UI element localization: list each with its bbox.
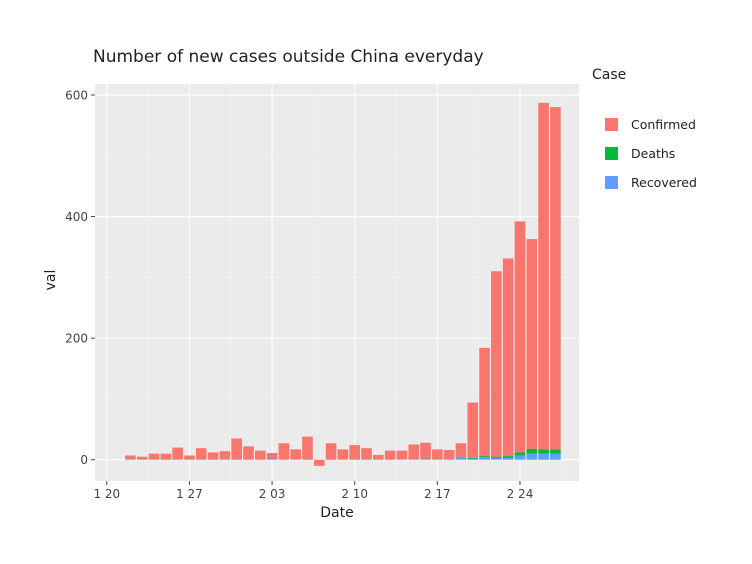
bar-confirmed-2020-02-23 [502,258,514,457]
bar-confirmed-2020-02-11 [361,448,372,460]
x-axis-title: Date [320,505,353,521]
bar-recovered-2020-02-22 [491,457,502,460]
legend-label-recovered: Recovered [631,175,697,190]
x-tick-label: 2 24 [507,487,534,501]
legend-label-confirmed: Confirmed [631,117,696,132]
bar-recovered-2020-02-20 [467,458,479,460]
bar-confirmed-2020-01-25 [160,453,172,460]
legend-key-confirmed [605,118,618,131]
x-tick-label: 2 03 [259,487,286,501]
bar-confirmed-2020-02-25 [526,239,538,449]
bar-confirmed-2020-02-06 [302,436,313,460]
bar-confirmed-2020-02-03 [266,453,278,459]
bar-recovered-2020-02-24 [514,455,526,460]
bar-recovered-2020-02-14 [396,459,408,460]
bar-confirmed-2020-01-26 [172,447,183,460]
legend-title: Case [592,67,626,83]
bar-confirmed-2020-02-07 [313,459,325,466]
x-tick-label: 2 17 [424,487,451,501]
bar-confirmed-2020-02-01 [243,446,254,460]
legend: Case Confirmed Deaths Recovered [592,67,697,190]
y-tick-label: 200 [65,332,88,346]
bar-recovered-2020-02-03 [266,458,278,460]
bar-deaths-2020-02-20 [467,457,479,459]
legend-key-recovered [605,176,618,189]
bar-confirmed-2020-02-04 [278,443,290,460]
plot-area: 0 200 400 600 1 20 1 27 2 03 2 10 2 17 2 24 [65,84,579,501]
bar-confirmed-2020-02-12 [373,454,384,460]
bar-confirmed-2020-02-10 [349,445,361,460]
bar-deaths-2020-02-22 [491,456,502,458]
y-tick-label: 400 [65,210,88,224]
bar-recovered-2020-02-16 [420,458,431,460]
x-tick-label: 1 27 [176,487,203,501]
bar-confirmed-2020-02-20 [467,402,479,458]
bar-confirmed-2020-02-09 [337,449,349,460]
bar-recovered-2020-02-25 [526,453,538,460]
bar-recovered-2020-02-23 [502,457,514,460]
bar-confirmed-2020-01-28 [195,448,207,460]
bar-confirmed-2020-02-17 [432,449,443,460]
bar-confirmed-2020-01-29 [207,452,219,460]
bar-confirmed-2020-01-27 [184,455,195,460]
x-tick-label: 2 10 [341,487,368,501]
bar-recovered-2020-02-26 [538,453,549,460]
bar-confirmed-2020-02-13 [384,450,396,460]
bar-recovered-2020-02-05 [290,459,301,460]
bar-confirmed-2020-01-23 [136,456,148,460]
bar-deaths-2020-02-19 [455,456,467,458]
bar-confirmed-2020-02-27 [550,107,561,450]
bar-recovered-2020-02-19 [455,457,467,460]
bar-confirmed-2020-02-26 [538,102,549,450]
bar-confirmed-2020-01-22 [125,455,136,460]
y-tick-label: 0 [80,453,88,467]
bar-confirmed-2020-01-24 [148,453,160,460]
bar-confirmed-2020-02-08 [325,443,337,460]
bar-confirmed-2020-02-21 [479,347,490,457]
bar-deaths-2020-02-21 [479,456,490,458]
y-tick-label: 600 [65,88,88,102]
bar-confirmed-2020-02-15 [408,444,420,460]
bar-confirmed-2020-02-05 [290,449,301,460]
bar-deaths-2020-02-27 [550,449,561,454]
bar-deaths-2020-02-24 [514,452,526,456]
x-tick-label: 1 20 [93,487,120,501]
bar-deaths-2020-02-25 [526,448,538,454]
y-axis-title: val [43,270,59,291]
bar-confirmed-2020-01-30 [219,451,231,460]
legend-key-deaths [605,147,618,160]
bar-confirmed-2020-02-02 [254,450,266,460]
bar-confirmed-2020-02-22 [491,271,502,457]
bar-confirmed-2020-02-18 [443,449,455,460]
bar-confirmed-2020-02-24 [514,221,526,453]
bar-confirmed-2020-01-31 [231,438,242,460]
bar-recovered-2020-02-15 [408,459,420,460]
bar-confirmed-2020-02-14 [396,450,408,460]
legend-label-deaths: Deaths [631,146,675,161]
bar-confirmed-2020-02-16 [420,442,431,459]
bar-confirmed-2020-02-19 [455,443,467,457]
bar-recovered-2020-02-27 [550,453,561,460]
chart-title: Number of new cases outside China everyd… [93,47,484,67]
bar-deaths-2020-02-26 [538,449,549,454]
bar-recovered-2020-02-21 [479,457,490,460]
bar-deaths-2020-02-23 [502,456,514,458]
